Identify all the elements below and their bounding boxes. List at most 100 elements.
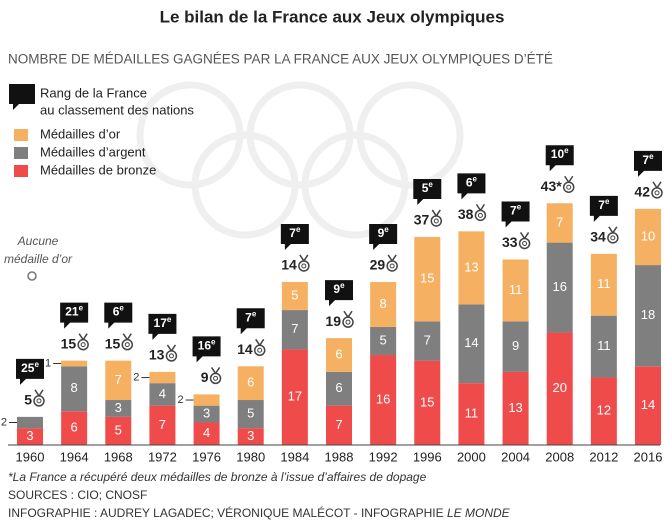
x-tick-label: 1992 <box>369 449 398 464</box>
x-tick-label: 1976 <box>192 449 221 464</box>
medal-inner <box>389 263 395 269</box>
rank-flag <box>60 302 89 329</box>
value-label: 14 <box>464 335 478 350</box>
value-label: 3 <box>26 428 33 443</box>
value-label: 15 <box>420 271 434 286</box>
bar-segment <box>590 315 617 378</box>
legend-swatch <box>14 129 28 141</box>
rank-suffix: e <box>473 174 478 183</box>
rank-suffix: e <box>340 281 345 290</box>
total-label: 5 <box>24 392 32 408</box>
value-label: 8 <box>380 296 387 311</box>
rank-label: 9e <box>378 225 390 240</box>
bar-segment <box>370 281 397 327</box>
rank-number: 10 <box>551 147 565 161</box>
medal-icon <box>33 395 45 407</box>
olympic-rings <box>136 81 464 239</box>
value-label: 11 <box>597 276 611 291</box>
value-label: 13 <box>464 259 478 274</box>
value-label: 7 <box>291 321 298 336</box>
value-label: 3 <box>203 406 210 421</box>
value-label: 2 <box>1 416 7 428</box>
bar-segment <box>17 416 43 429</box>
credit-text: INFOGRAPHIE : AUDREY LAGADEC; VÉRONIQUE … <box>8 505 444 520</box>
medal-inner <box>257 347 263 353</box>
total-label: 19 <box>325 313 341 329</box>
bar-segment <box>237 366 264 401</box>
sources: SOURCES : CIO; CNOSF <box>8 488 147 502</box>
bar-segment <box>326 405 352 445</box>
bar-segment <box>546 332 573 445</box>
value-label: 13 <box>508 400 522 415</box>
rank-number: 16 <box>198 339 212 353</box>
medal-icon <box>121 338 134 351</box>
rank-label: 7e <box>289 225 301 240</box>
rank-label: 7e <box>598 197 610 212</box>
value-label: 20 <box>552 380 566 395</box>
rank-suffix: e <box>564 146 569 155</box>
rank-flag <box>634 150 662 177</box>
medal-ribbon <box>431 209 441 218</box>
bar-segment <box>502 371 529 445</box>
medal-ribbon <box>475 203 486 212</box>
bar-segment <box>590 253 617 316</box>
medal-icon <box>165 350 178 362</box>
rank-flag <box>236 308 265 335</box>
x-tick-label: 2000 <box>457 449 486 464</box>
bar-segment <box>635 366 661 445</box>
rank-flag <box>589 195 618 222</box>
rank-number: 9 <box>333 282 340 296</box>
medal-icon <box>209 372 222 385</box>
bar-segment <box>414 236 441 322</box>
rank-number: 9 <box>378 226 385 240</box>
bar-segment <box>17 428 43 445</box>
rank-flag <box>104 302 133 329</box>
value-label: 5 <box>291 287 298 302</box>
rank-suffix: e <box>517 203 522 212</box>
medal-icon <box>474 209 487 222</box>
bar-segment <box>105 360 132 401</box>
medal-icon <box>430 215 443 227</box>
bar-segment <box>105 416 132 445</box>
value-label: 5 <box>247 406 254 421</box>
medal-inner <box>654 190 660 196</box>
rank-label: 7e <box>245 309 257 324</box>
bar-segment <box>61 360 88 367</box>
value-label: 6 <box>247 375 254 390</box>
value-label: 7 <box>556 214 563 229</box>
rank-number: 17 <box>154 316 168 330</box>
rank-label: 9e <box>333 281 345 296</box>
medal-ribbon <box>34 389 44 398</box>
bar-segment <box>281 349 308 445</box>
rank-label: 6e <box>466 174 478 189</box>
value-label: 4 <box>203 425 210 440</box>
bar-segment <box>502 321 529 372</box>
medal-inner <box>433 218 439 224</box>
bar-segment <box>237 428 264 445</box>
rank-suffix: e <box>34 360 39 369</box>
total-label: 33 <box>502 234 518 250</box>
medal-inner <box>477 212 483 218</box>
rank-number: 25 <box>21 361 35 375</box>
rank-flag <box>148 313 177 340</box>
medal-icon <box>651 187 663 199</box>
bar-segment <box>193 394 220 406</box>
bar-segment <box>502 259 529 322</box>
medal-ribbon <box>608 226 618 235</box>
legend-swatch <box>14 165 28 177</box>
x-tick-label: 1984 <box>280 449 309 464</box>
medal-inner <box>36 398 42 404</box>
rank-number: 6 <box>113 305 120 319</box>
rank-suffix: e <box>119 304 124 313</box>
medal-ribbon <box>343 310 353 319</box>
annotation-star <box>27 271 37 281</box>
value-label: 15 <box>420 394 434 409</box>
rank-flag <box>369 223 398 250</box>
medal-icon <box>77 338 89 351</box>
value-label: 7 <box>115 372 122 387</box>
bar-segment <box>105 400 132 417</box>
medal-inner <box>124 342 130 348</box>
value-label: 11 <box>465 406 479 421</box>
rank-flag <box>9 84 35 110</box>
